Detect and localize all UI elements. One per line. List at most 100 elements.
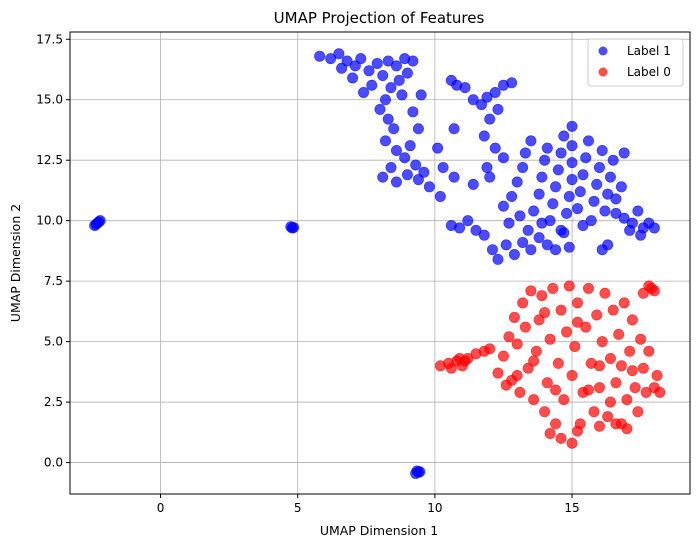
scatter-point-label-1	[467, 94, 479, 106]
scatter-point-label-1	[385, 161, 397, 173]
scatter-point-label-1	[547, 198, 559, 210]
scatter-point-label-1	[574, 186, 586, 198]
scatter-point-label-1	[467, 178, 479, 190]
scatter-point-label-1	[377, 70, 389, 82]
scatter-point-label-1	[539, 154, 551, 166]
scatter-point-label-1	[517, 161, 529, 173]
scatter-point-label-0	[629, 382, 641, 394]
scatter-point-label-1	[497, 200, 509, 212]
scatter-point-label-0	[550, 384, 562, 396]
scatter-point-label-1	[363, 65, 375, 77]
scatter-point-label-0	[530, 345, 542, 357]
scatter-point-label-1	[624, 224, 636, 236]
scatter-point-label-0	[613, 328, 625, 340]
y-tick-label: 15.0	[36, 93, 63, 107]
scatter-point-label-1	[561, 207, 573, 219]
chart-title: UMAP Projection of Features	[274, 9, 485, 27]
x-tick-label: 10	[427, 501, 442, 515]
scatter-point-label-1	[610, 207, 622, 219]
scatter-point-label-1	[454, 222, 466, 234]
scatter-point-label-1	[407, 55, 419, 67]
legend-label-0: Label 0	[627, 65, 671, 79]
scatter-point-label-1	[414, 466, 426, 478]
scatter-point-label-0	[572, 425, 584, 437]
scatter-point-label-1	[618, 147, 630, 159]
scatter-point-label-0	[572, 297, 584, 309]
x-tick-label: 5	[294, 501, 302, 515]
scatter-point-label-0	[508, 311, 520, 323]
scatter-point-label-1	[390, 145, 402, 157]
scatter-point-label-1	[410, 159, 422, 171]
scatter-point-label-0	[555, 304, 567, 316]
y-tick-label: 0.0	[44, 456, 63, 470]
scatter-point-label-0	[555, 432, 567, 444]
scatter-point-label-1	[517, 236, 529, 248]
legend-box	[587, 38, 684, 87]
scatter-point-label-1	[500, 239, 512, 251]
scatter-point-label-0	[558, 394, 570, 406]
scatter-point-label-0	[528, 394, 540, 406]
scatter-point-label-0	[539, 406, 551, 418]
scatter-point-label-0	[580, 321, 592, 333]
scatter-point-label-1	[423, 181, 435, 193]
scatter-point-label-0	[547, 282, 559, 294]
scatter-point-label-0	[566, 437, 578, 449]
scatter-point-label-1	[404, 140, 416, 152]
x-tick-label: 15	[564, 501, 579, 515]
scatter-point-label-1	[632, 205, 644, 217]
scatter-point-label-1	[448, 171, 460, 183]
scatter-point-label-0	[626, 365, 638, 377]
scatter-point-label-1	[489, 142, 501, 154]
scatter-point-label-0	[514, 386, 526, 398]
scatter-point-label-1	[390, 176, 402, 188]
scatter-point-label-1	[525, 244, 537, 256]
scatter-point-label-1	[536, 171, 548, 183]
scatter-point-label-1	[533, 232, 545, 244]
scatter-point-label-1	[599, 205, 611, 217]
scatter-point-label-1	[563, 190, 575, 202]
scatter-point-label-1	[415, 89, 427, 101]
scatter-point-label-1	[588, 195, 600, 207]
scatter-point-label-1	[602, 188, 614, 200]
scatter-point-label-1	[552, 164, 564, 176]
scatter-point-label-1	[481, 161, 493, 173]
scatter-point-label-0	[610, 418, 622, 430]
scatter-point-label-0	[654, 386, 666, 398]
scatter-point-label-1	[550, 244, 562, 256]
scatter-point-label-1	[478, 130, 490, 142]
scatter-point-label-1	[374, 103, 386, 115]
scatter-point-label-1	[566, 157, 578, 169]
legend: Label 1 Label 0	[587, 38, 684, 87]
scatter-point-label-1	[615, 181, 627, 193]
scatter-point-label-0	[528, 355, 540, 367]
scatter-point-label-0	[615, 360, 627, 372]
legend-label-1: Label 1	[627, 44, 671, 58]
scatter-point-label-0	[569, 340, 581, 352]
scatter-point-label-1	[412, 174, 424, 186]
scatter-point-label-1	[371, 57, 383, 69]
scatter-point-label-0	[566, 369, 578, 381]
x-tick-label: 0	[157, 501, 165, 515]
scatter-point-label-0	[511, 369, 523, 381]
scatter-point-label-0	[599, 287, 611, 299]
scatter-point-label-1	[347, 72, 359, 84]
scatter-point-label-1	[635, 229, 647, 241]
scatter-point-label-1	[563, 241, 575, 253]
scatter-point-label-0	[541, 377, 553, 389]
scatter-point-label-0	[492, 367, 504, 379]
scatter-point-label-1	[604, 171, 616, 183]
scatter-point-label-1	[511, 176, 523, 188]
scatter-point-label-1	[555, 147, 567, 159]
scatter-point-label-0	[640, 386, 652, 398]
plot-frame	[69, 31, 691, 495]
scatter-point-label-1	[382, 113, 394, 125]
scatter-point-label-0	[445, 362, 457, 374]
scatter-point-label-0	[519, 321, 531, 333]
y-tick-label: 17.5	[36, 32, 63, 46]
scatter-point-label-1	[470, 224, 482, 236]
scatter-points	[89, 48, 666, 479]
scatter-point-label-1	[508, 249, 520, 261]
scatter-point-label-1	[506, 190, 518, 202]
scatter-point-label-0	[497, 350, 509, 362]
